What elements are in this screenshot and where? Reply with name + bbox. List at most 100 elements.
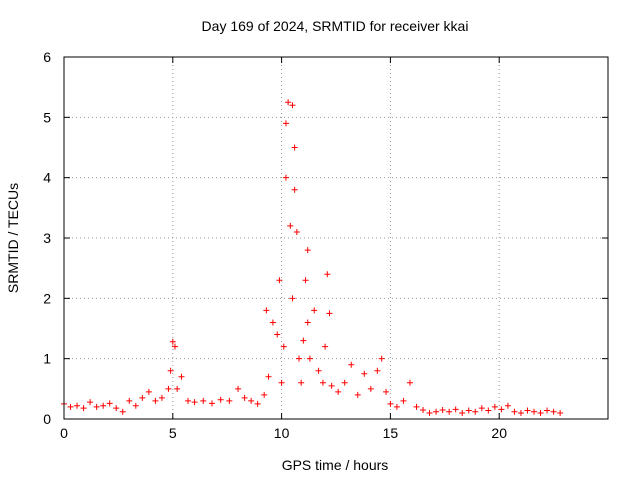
data-point (383, 388, 390, 395)
data-point (326, 310, 333, 317)
data-point (87, 399, 94, 406)
data-point (165, 385, 172, 392)
data-point (511, 408, 518, 415)
data-point (439, 406, 446, 413)
data-point (387, 400, 394, 407)
data-point (504, 402, 511, 409)
data-point (393, 403, 400, 410)
data-point (341, 379, 348, 386)
data-point (293, 228, 300, 235)
data-point (226, 397, 233, 404)
data-point (296, 355, 303, 362)
data-point (537, 409, 544, 416)
data-point (498, 406, 505, 413)
x-tick-label: 0 (60, 425, 68, 441)
data-point (413, 403, 420, 410)
data-point (557, 409, 564, 416)
data-point (106, 400, 113, 407)
data-point (167, 367, 174, 374)
data-point (235, 385, 242, 392)
data-point (185, 397, 192, 404)
data-point (276, 277, 283, 284)
gridlines (64, 57, 608, 419)
data-point (278, 379, 285, 386)
data-series (61, 99, 564, 416)
data-point (269, 319, 276, 326)
y-tick-label: 4 (43, 170, 51, 186)
data-point (531, 408, 538, 415)
y-tick-label: 0 (43, 411, 51, 427)
data-point (322, 343, 329, 350)
data-point (354, 391, 361, 398)
y-tick-label: 2 (43, 290, 51, 306)
data-point (280, 343, 287, 350)
data-point (169, 338, 176, 345)
data-point (298, 379, 305, 386)
data-point (145, 388, 152, 395)
data-point (400, 397, 407, 404)
data-point (289, 295, 296, 302)
data-point (485, 407, 492, 414)
data-point (152, 397, 159, 404)
y-axis-label: SRMTID / TECUs (5, 183, 21, 293)
data-point (452, 406, 459, 413)
data-point (291, 144, 298, 151)
data-point (208, 400, 215, 407)
data-point (304, 319, 311, 326)
data-point (287, 222, 294, 229)
data-point (306, 355, 313, 362)
data-point (200, 397, 207, 404)
data-point (274, 331, 281, 338)
x-tick-label: 20 (491, 425, 507, 441)
data-point (304, 247, 311, 254)
data-point (93, 403, 100, 410)
data-point (113, 405, 120, 412)
data-point (311, 307, 318, 314)
data-point (324, 271, 331, 278)
data-point (374, 367, 381, 374)
data-point (132, 402, 139, 409)
data-point (158, 394, 165, 401)
data-point (126, 397, 133, 404)
data-point (217, 396, 224, 403)
data-point (524, 407, 531, 414)
data-point (426, 409, 433, 416)
data-point (300, 337, 307, 344)
data-point (289, 102, 296, 109)
data-point (361, 370, 368, 377)
axis-ticks: 0 5 10 15 20 0 1 2 3 4 5 6 (43, 49, 608, 441)
data-point (67, 403, 74, 410)
data-point (282, 120, 289, 127)
data-point (74, 402, 81, 409)
x-tick-label: 10 (274, 425, 290, 441)
data-point (191, 399, 198, 406)
data-point (261, 391, 268, 398)
data-point (446, 408, 453, 415)
y-tick-label: 1 (43, 351, 51, 367)
data-point (472, 408, 479, 415)
data-point (119, 408, 126, 415)
data-point (491, 403, 498, 410)
data-point (378, 355, 385, 362)
x-tick-label: 15 (383, 425, 399, 441)
data-point (544, 407, 551, 414)
data-point (263, 307, 270, 314)
data-point (282, 174, 289, 181)
data-point (367, 385, 374, 392)
data-point (459, 409, 466, 416)
data-point (171, 343, 178, 350)
data-point (254, 400, 261, 407)
data-point (420, 406, 427, 413)
data-point (178, 373, 185, 380)
data-point (328, 382, 335, 389)
data-point (302, 277, 309, 284)
data-point (478, 405, 485, 412)
data-point (139, 394, 146, 401)
data-point (315, 367, 322, 374)
data-point (285, 99, 292, 106)
data-point (291, 186, 298, 193)
y-tick-label: 3 (43, 230, 51, 246)
y-tick-label: 5 (43, 109, 51, 125)
x-axis-label: GPS time / hours (282, 457, 389, 473)
